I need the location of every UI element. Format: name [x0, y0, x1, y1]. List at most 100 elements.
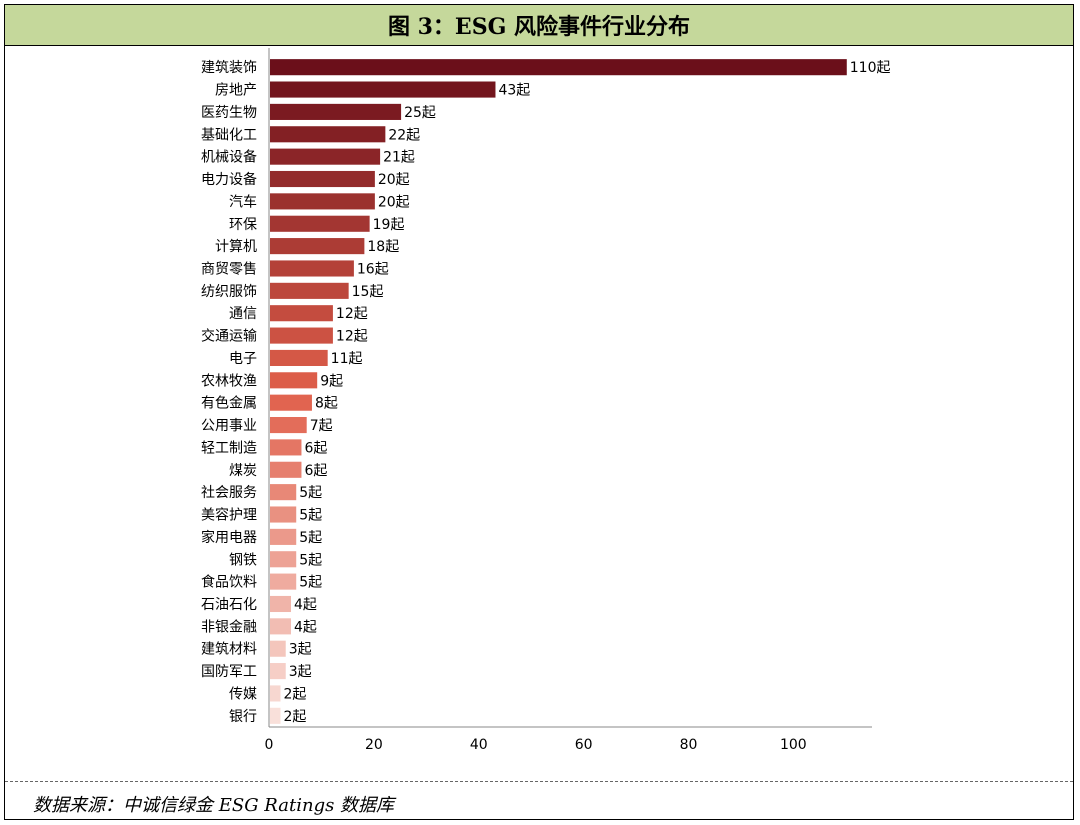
- category-label: 美容护理: [201, 507, 257, 524]
- value-label: 2起: [283, 686, 306, 702]
- category-label: 环保: [229, 217, 257, 233]
- bar: [270, 238, 365, 255]
- bar: [270, 327, 333, 344]
- category-label: 交通运输: [201, 328, 257, 345]
- bar: [270, 215, 370, 232]
- category-label: 机械设备: [201, 149, 257, 166]
- value-label: 6起: [304, 440, 327, 456]
- value-label: 5起: [299, 508, 322, 524]
- value-label: 15起: [352, 284, 384, 300]
- x-tick-label: 60: [575, 737, 593, 753]
- category-label: 建筑材料: [201, 642, 257, 658]
- value-label: 5起: [299, 485, 322, 501]
- category-label: 食品饮料: [201, 574, 257, 591]
- value-label: 16起: [357, 261, 389, 277]
- value-label: 22起: [388, 127, 420, 143]
- bar: [270, 193, 375, 210]
- category-label: 石油石化: [201, 597, 257, 613]
- bar: [270, 461, 302, 478]
- bar: [270, 528, 297, 545]
- category-label: 电力设备: [201, 171, 257, 188]
- category-label: 传媒: [229, 686, 257, 702]
- category-label: 钢铁: [229, 552, 257, 568]
- value-label: 11起: [331, 351, 363, 367]
- value-label: 43起: [498, 83, 530, 99]
- value-label: 110起: [850, 60, 891, 76]
- category-label: 非银金融: [201, 619, 257, 635]
- value-label: 5起: [299, 575, 322, 591]
- bar: [270, 170, 375, 188]
- category-label: 汽车: [229, 193, 257, 210]
- bar: [270, 417, 307, 434]
- value-label: 2起: [283, 709, 306, 725]
- bar: [270, 282, 349, 299]
- bar: [270, 506, 297, 523]
- category-label: 国防军工: [201, 664, 257, 680]
- category-label: 通信: [229, 306, 257, 322]
- value-label: 6起: [304, 463, 327, 479]
- value-label: 3起: [289, 642, 312, 658]
- bar: [270, 260, 354, 277]
- category-label: 有色金属: [201, 395, 257, 412]
- value-label: 12起: [336, 329, 368, 345]
- category-label: 公用事业: [201, 418, 257, 434]
- category-label: 轻工制造: [201, 440, 257, 456]
- bar: [270, 126, 386, 143]
- value-label: 8起: [315, 396, 338, 412]
- bar: [270, 59, 847, 76]
- value-label: 19起: [373, 217, 405, 233]
- bar: [270, 551, 297, 568]
- x-tick-label: 40: [470, 737, 488, 753]
- value-label: 4起: [294, 619, 317, 635]
- value-label: 21起: [383, 150, 415, 166]
- category-label: 电子: [229, 351, 257, 367]
- value-label: 12起: [336, 306, 368, 322]
- bar: [270, 372, 318, 389]
- bar: [270, 707, 281, 724]
- category-label: 基础化工: [201, 126, 257, 143]
- figure-title: 图 3：ESG 风险事件行业分布: [5, 5, 1073, 46]
- bar: [270, 484, 297, 501]
- x-tick-label: 80: [680, 737, 698, 753]
- category-label: 社会服务: [201, 485, 257, 501]
- bar: [270, 573, 297, 590]
- value-label: 5起: [299, 530, 322, 546]
- source-divider: [5, 781, 1073, 782]
- category-label: 计算机: [215, 239, 257, 255]
- value-label: 9起: [320, 373, 343, 389]
- x-tick-label: 0: [265, 737, 274, 753]
- bar: [270, 663, 286, 680]
- value-label: 5起: [299, 552, 322, 568]
- x-tick-label: 100: [780, 737, 807, 753]
- bar: [270, 394, 312, 411]
- x-tick-label: 20: [365, 737, 383, 753]
- bar: [270, 595, 291, 613]
- category-label: 建筑装饰: [201, 60, 257, 76]
- bar: [270, 618, 291, 635]
- value-label: 25起: [404, 105, 436, 121]
- value-label: 3起: [289, 664, 312, 680]
- bar: [270, 349, 328, 366]
- bar: [270, 103, 402, 120]
- value-label: 7起: [310, 418, 333, 434]
- value-label: 4起: [294, 597, 317, 613]
- bar: [270, 148, 381, 165]
- bar: [270, 439, 302, 456]
- bar: [270, 640, 286, 657]
- category-label: 家用电器: [201, 529, 257, 546]
- category-label: 商贸零售: [201, 261, 257, 277]
- bar: [270, 81, 496, 98]
- bar: [270, 305, 333, 322]
- value-label: 20起: [378, 194, 410, 210]
- category-label: 银行: [229, 709, 257, 725]
- category-label: 纺织服饰: [201, 284, 257, 300]
- category-label: 农林牧渔: [201, 373, 257, 389]
- value-label: 20起: [378, 172, 410, 188]
- category-label: 医药生物: [201, 105, 257, 121]
- value-label: 18起: [367, 239, 399, 255]
- source-note: 数据来源：中诚信绿金 ESG Ratings 数据库: [33, 795, 395, 816]
- figure-frame: 图 3：ESG 风险事件行业分布 数据来源：中诚信绿金 ESG Ratings …: [4, 4, 1074, 820]
- bar: [270, 685, 281, 702]
